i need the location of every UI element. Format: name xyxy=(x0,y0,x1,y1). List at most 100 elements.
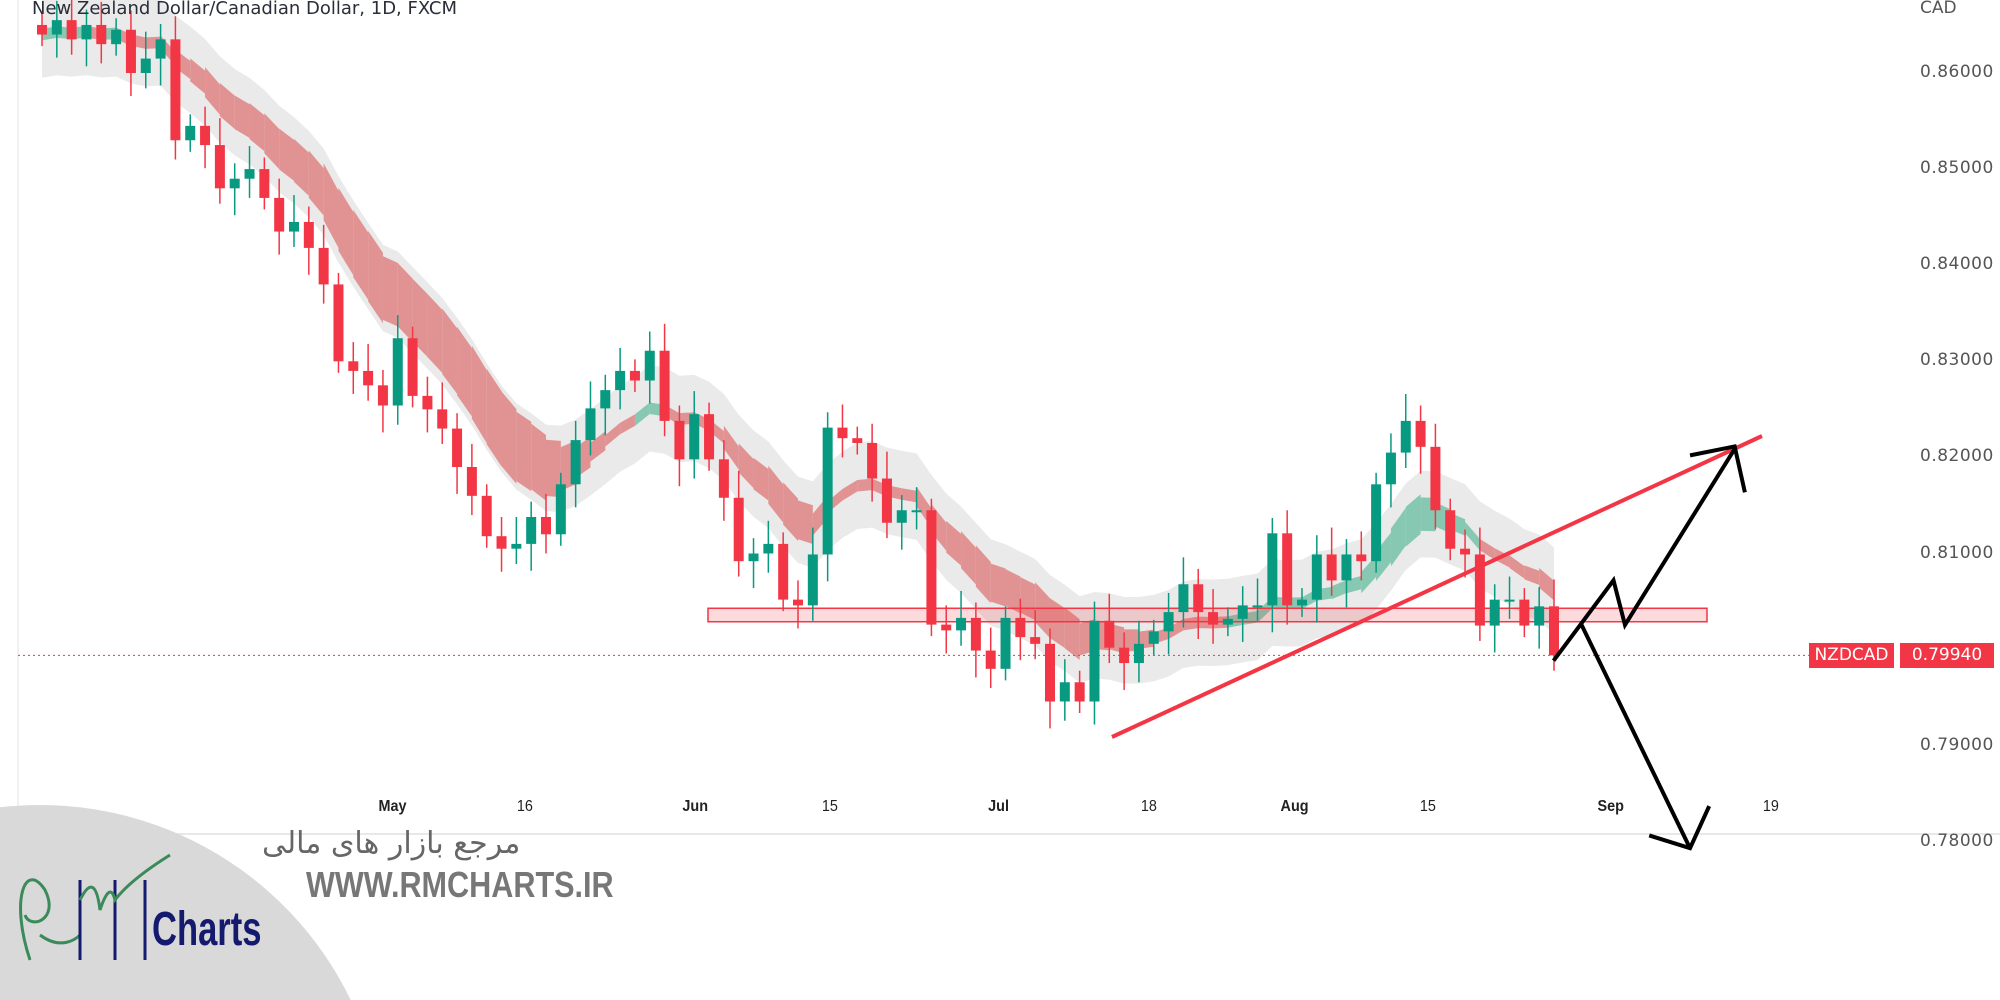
candle-body xyxy=(674,420,685,460)
time-tick: Jun xyxy=(682,798,709,815)
candle-body xyxy=(793,599,803,606)
ma-ribbon-segment xyxy=(798,500,813,544)
ma-ribbon-segment xyxy=(634,402,650,426)
ma-ribbon-segment xyxy=(1020,577,1036,621)
ma-ribbon-segment xyxy=(546,439,561,498)
time-tick: Jul xyxy=(988,798,1009,815)
last-price-label: 0.79940 xyxy=(1900,643,1994,668)
price-tick: 0.83000 xyxy=(1920,350,1994,371)
candle-body xyxy=(1400,420,1411,453)
candle-body xyxy=(422,395,433,410)
candle-body xyxy=(1549,606,1559,656)
candle-body xyxy=(704,414,715,460)
candle-body xyxy=(1267,533,1278,606)
ma-ribbon-segment xyxy=(219,82,235,129)
candle-body xyxy=(274,197,285,232)
candle-body xyxy=(363,370,374,386)
watermark-url: WWW.RMCHARTS.IR xyxy=(306,864,614,905)
ma-ribbon-segment xyxy=(901,488,917,503)
candle-body xyxy=(214,145,225,189)
candle-body xyxy=(659,350,670,421)
candle-body xyxy=(37,24,47,35)
ma-ribbon-segment xyxy=(1035,582,1050,639)
logo-text: Charts xyxy=(152,903,262,956)
candle-body xyxy=(1430,446,1441,511)
time-tick: 19 xyxy=(1762,798,1779,815)
ma-ribbon-segment xyxy=(1331,580,1347,600)
candle-body xyxy=(881,478,892,523)
trendline xyxy=(1111,434,1763,739)
candle-body xyxy=(1237,605,1248,619)
candle-body xyxy=(689,414,700,460)
ma-ribbon-segment xyxy=(1168,618,1184,640)
ma-ribbon-segment xyxy=(1361,555,1377,594)
ma-ribbon-segment xyxy=(620,414,635,435)
candle-body xyxy=(1385,452,1396,485)
time-tick: May xyxy=(378,798,407,815)
candle-body xyxy=(1489,599,1500,626)
projection-up-path xyxy=(1551,447,1737,662)
time-tick: 15 xyxy=(821,798,838,815)
price-tick: 0.82000 xyxy=(1920,446,1994,467)
ma-ribbon-segment xyxy=(353,209,369,300)
candle-body xyxy=(1252,605,1263,608)
ma-ribbon-segment xyxy=(1405,494,1421,547)
price-tick: 0.86000 xyxy=(1920,62,1994,82)
candle-body xyxy=(615,370,626,391)
candle-body xyxy=(229,178,240,189)
ma-ribbon-segment xyxy=(753,457,769,501)
ma-ribbon-segment xyxy=(323,163,339,248)
candle-body xyxy=(437,409,448,429)
ma-ribbon-segment xyxy=(961,531,976,585)
ma-ribbon-segment xyxy=(486,368,502,467)
candle-body xyxy=(1445,510,1456,549)
candle-body xyxy=(585,408,596,441)
arrow-down-head-icon xyxy=(1648,805,1711,851)
candle-body xyxy=(1297,599,1307,606)
candle-body xyxy=(941,624,952,631)
candle-body xyxy=(807,554,818,606)
candle-body xyxy=(1089,620,1100,702)
ma-ribbon-segment xyxy=(1390,507,1406,567)
ma-ribbon-segment xyxy=(279,128,294,181)
candle-body xyxy=(1133,643,1144,664)
candle-body xyxy=(1208,612,1219,625)
candle-body xyxy=(496,536,507,549)
ma-ribbon-segment xyxy=(338,187,354,276)
candle-body xyxy=(1504,599,1515,602)
ma-ribbon-segment xyxy=(605,422,621,447)
candle-body xyxy=(985,650,996,669)
candle-body xyxy=(81,24,92,40)
candle-body xyxy=(140,58,151,73)
ma-ribbon-segment xyxy=(1539,567,1554,601)
candle-body xyxy=(1104,620,1115,648)
symbol-price-label: NZDCAD xyxy=(1809,643,1894,668)
ma-ribbon-segment xyxy=(1050,598,1065,648)
candle-body xyxy=(407,338,418,396)
time-tick: 15 xyxy=(1419,798,1436,815)
ma-ribbon-segment xyxy=(738,443,754,489)
candle-body xyxy=(66,20,77,40)
ma-ribbon-segment xyxy=(294,138,309,196)
candle-body xyxy=(822,427,833,555)
candle-body xyxy=(718,459,729,498)
candle-body xyxy=(526,516,537,544)
candle-body xyxy=(96,24,107,45)
candle-body xyxy=(170,39,181,141)
arrow-up-head-icon xyxy=(1689,444,1747,493)
candle-body xyxy=(1326,554,1337,581)
candle-body xyxy=(348,361,359,371)
ma-ribbon-segment xyxy=(264,113,280,170)
candle-body xyxy=(392,338,403,406)
candle-body xyxy=(541,516,551,535)
candle-body xyxy=(629,370,640,381)
ma-ribbon-segment xyxy=(723,425,739,470)
candle-body xyxy=(926,510,937,625)
ma-ribbon-segment xyxy=(1183,616,1199,631)
candle-body xyxy=(511,543,522,549)
candle-body xyxy=(748,553,759,562)
ma-ribbon-segment xyxy=(190,58,206,94)
candle-body xyxy=(185,125,196,141)
ma-ribbon-segment xyxy=(842,479,858,501)
